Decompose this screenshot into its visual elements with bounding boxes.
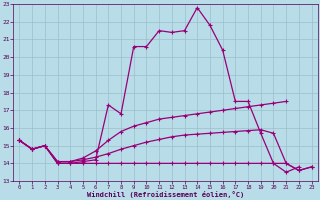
X-axis label: Windchill (Refroidissement éolien,°C): Windchill (Refroidissement éolien,°C) bbox=[87, 191, 244, 198]
